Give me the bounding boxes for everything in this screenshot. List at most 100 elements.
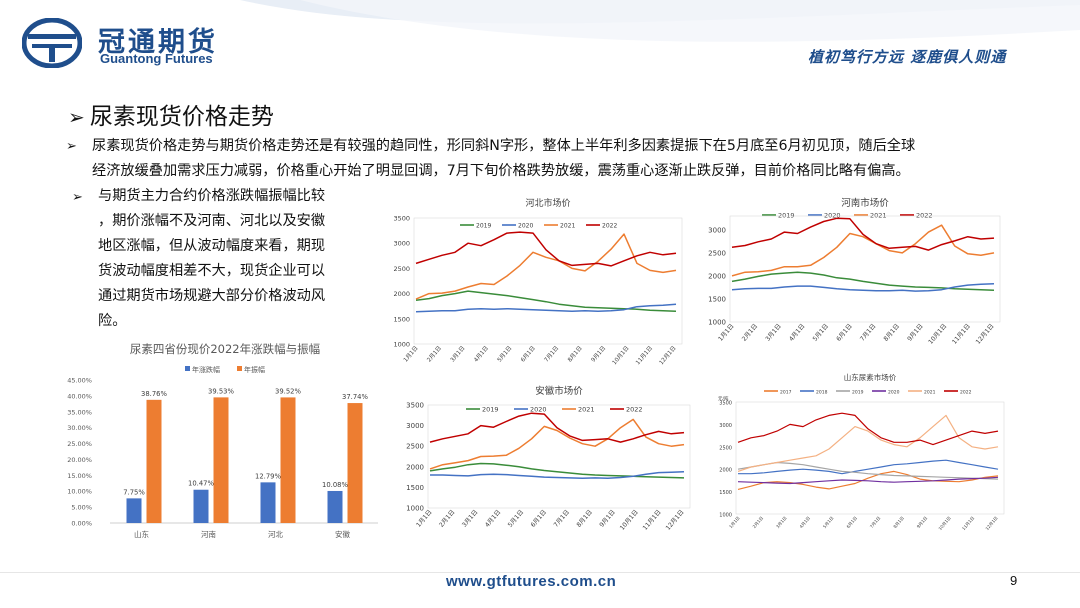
x-tick-label: 河南	[201, 529, 216, 539]
summary-paragraph: 尿素现货价格走势与期货价格走势还是有较强的趋同性，形同斜N字形，整体上半年利多因…	[92, 134, 1072, 184]
chart-title: 安徽市场价	[535, 385, 583, 397]
line-chart-anhui: 安徽市场价 2019 2020 2021 2022 1000 1500 2000 2500 300…	[406, 385, 691, 532]
series-line	[737, 476, 999, 485]
side-line: 地区涨幅，但从波动幅度来看，期现	[98, 238, 326, 254]
y-tick-label: 2000	[393, 290, 410, 298]
x-tick-label: 10月1日	[619, 509, 640, 532]
legend-label: 2022	[626, 406, 643, 414]
bar	[213, 397, 229, 523]
line-chart-hebei: 河北市场价 2019 2020 2021 2022 1000 1500 2000 2500 300…	[393, 197, 683, 367]
y-tick-label: 10.00%	[67, 488, 92, 496]
x-tick-label: 12月1日	[975, 323, 996, 346]
legend-label: 2021	[578, 406, 595, 414]
x-tick-label: 8月1日	[892, 515, 905, 529]
legend-label: 2017	[780, 390, 792, 396]
y-tick-label: 1500	[719, 490, 732, 496]
side-comparison-text: 与期货主力合约价格涨跌幅振幅比较 ，期价涨幅不及河南、河北以及安徽 地区涨幅，但…	[98, 184, 368, 334]
legend-label: 年振幅	[244, 365, 265, 374]
x-tick-label: 8月1日	[566, 345, 583, 364]
legend-label: 2022	[916, 212, 933, 220]
y-tick-label: 1000	[393, 341, 410, 349]
x-tick-label: 2月1日	[752, 515, 765, 529]
series-line	[737, 461, 999, 480]
x-tick-label: 8月1日	[576, 509, 594, 529]
title-bullet: ➢	[68, 105, 85, 129]
legend-label: 2019	[482, 406, 499, 414]
plot-frame	[729, 215, 1001, 323]
y-tick-label: 2000	[406, 463, 424, 471]
series-line	[430, 470, 685, 480]
plot-frame	[735, 401, 1005, 515]
x-tick-label: 2月1日	[741, 323, 759, 343]
series-line	[429, 418, 685, 470]
x-tick-label: 4月1日	[484, 509, 502, 529]
company-logo: 冠通期货 Guantong Futures	[22, 18, 252, 70]
chart-title: 山东尿素市场价	[844, 372, 897, 382]
x-tick-label: 3月1日	[449, 345, 466, 364]
summary-line-2: 经济放缓叠加需求压力减弱，价格重心开始了明显回调，7月下旬价格跌势放缓，震荡重心…	[92, 163, 910, 179]
x-tick-label: 山东	[134, 529, 149, 539]
series-line	[731, 217, 995, 251]
y-tick-label: 25.00%	[67, 440, 92, 448]
y-tick-label: 2000	[719, 468, 732, 474]
series-line	[738, 459, 999, 475]
series-line	[415, 290, 677, 312]
side-line: 险。	[98, 313, 127, 329]
legend-label: 2019	[778, 212, 795, 220]
y-tick-label: 3000	[719, 423, 732, 429]
legend-label: 2019	[852, 390, 864, 396]
y-tick-label: 3000	[393, 240, 410, 248]
x-tick-label: 9月1日	[598, 509, 616, 529]
legend-label: 2020	[888, 390, 900, 396]
y-tick-label: 1500	[406, 484, 424, 492]
chart-title: 河南市场价	[841, 197, 889, 209]
y-tick-label: 2500	[393, 265, 410, 273]
x-tick-label: 6月1日	[835, 323, 853, 343]
chart-title: 河北市场价	[525, 197, 570, 209]
page-number: 9	[1010, 573, 1018, 588]
x-tick-label: 12月1日	[984, 515, 999, 531]
legend-label: 2020	[530, 406, 547, 414]
x-tick-label: 5月1日	[496, 345, 513, 364]
x-tick-label: 7月1日	[543, 345, 560, 364]
paragraph-bullet-icon: ➢	[66, 139, 77, 154]
y-tick-label: 5.00%	[71, 504, 92, 512]
data-label: 39.52%	[275, 387, 301, 395]
x-tick-label: 9月1日	[906, 323, 924, 343]
y-tick-label: 2500	[406, 443, 424, 451]
y-tick-label: 20.00%	[67, 456, 92, 464]
x-tick-label: 6月1日	[530, 509, 548, 529]
bar	[280, 397, 296, 523]
x-tick-label: 3月1日	[764, 323, 782, 343]
legend-label: 2020	[824, 212, 841, 220]
x-tick-label: 7月1日	[869, 515, 882, 529]
side-line: 通过期货市场规避大部分价格波动风	[98, 288, 326, 304]
legend-label: 年涨跌幅	[192, 365, 220, 374]
data-label: 10.08%	[322, 481, 348, 489]
series-line	[429, 462, 685, 479]
x-tick-label: 4月1日	[473, 345, 490, 364]
plot-frame	[413, 217, 683, 345]
x-tick-label: 12月1日	[665, 509, 686, 532]
x-tick-label: 10月1日	[611, 345, 631, 367]
x-tick-label: 河北	[268, 530, 283, 539]
header-swoosh	[240, 0, 1080, 42]
x-tick-label: 6月1日	[845, 515, 858, 529]
y-tick-label: 0.00%	[71, 520, 92, 528]
data-label: 7.75%	[123, 488, 145, 496]
y-tick-label: 45.00%	[67, 377, 92, 385]
series-line	[731, 224, 995, 277]
x-tick-label: 5月1日	[507, 509, 525, 529]
data-label: 38.76%	[141, 390, 167, 398]
y-tick-label: 2000	[708, 272, 726, 280]
bar	[260, 482, 276, 523]
logo-emblem-icon	[22, 18, 82, 68]
bar	[193, 489, 209, 523]
data-label: 12.79%	[255, 472, 281, 480]
x-tick-label: 3月1日	[461, 509, 479, 529]
y-tick-label: 1000	[719, 513, 732, 519]
x-tick-label: 2月1日	[426, 345, 443, 364]
chart-title: 尿素四省份现价2022年涨跌幅与振幅	[130, 342, 320, 356]
x-tick-label: 9月1日	[916, 515, 929, 529]
